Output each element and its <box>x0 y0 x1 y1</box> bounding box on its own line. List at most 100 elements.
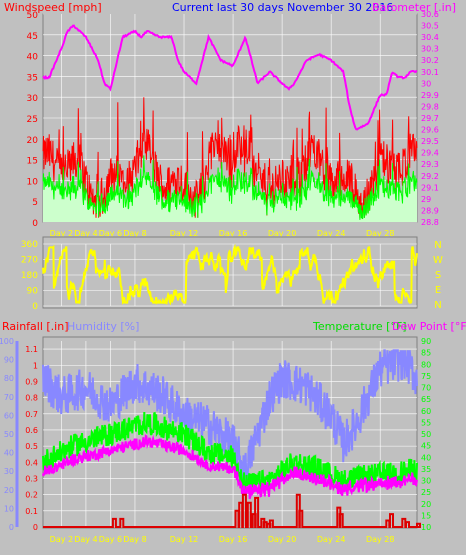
temp-tick-label: 50 <box>421 430 431 439</box>
humidity-tick-label: 30 <box>4 467 14 476</box>
temp-tick-label: 75 <box>421 372 431 381</box>
baro-tick-label: 29.3 <box>421 160 439 169</box>
direction-grid <box>43 243 417 307</box>
temp-tick-label: 40 <box>421 453 431 462</box>
wind-tick-label: 20 <box>27 136 39 146</box>
baro-tick-label: 28.8 <box>421 218 439 227</box>
humidity-tick-label: 80 <box>4 374 14 383</box>
rain-tick-label: 0 <box>33 523 38 532</box>
temp-tick-label: 20 <box>421 500 431 509</box>
humidity-tick-label: 70 <box>4 393 14 402</box>
compass-label: N <box>434 240 441 251</box>
rain-tick-label: 1.1 <box>25 345 38 354</box>
baro-tick-label: 28.9 <box>421 206 439 215</box>
humidity-tick-label: 0 <box>9 523 14 532</box>
x-tick-label: Day 12 <box>170 229 199 238</box>
rain-tick-label: 0.5 <box>25 442 38 451</box>
wind-tick-label: 0 <box>32 219 38 229</box>
baro-tick-label: 29.2 <box>421 172 439 181</box>
wind-tick-label: 40 <box>27 53 39 63</box>
dewpoint-series <box>42 434 418 500</box>
baro-tick-label: 29.6 <box>421 126 439 135</box>
wind-tick-label: 45 <box>27 32 38 42</box>
baro-tick-label: 30.1 <box>421 68 439 77</box>
barometer-axis-ticks: 28.8 28.9 29 29.1 29.2 29.3 29.4 29.5 29.6 29.7 29… <box>421 10 439 227</box>
baro-tick-label: 29 <box>421 195 431 204</box>
x-tick-label: Day 20 <box>268 229 297 238</box>
x-tick-label: Day 16 <box>219 229 248 238</box>
humidity-line <box>42 349 418 482</box>
baro-tick-label: 30.4 <box>421 33 439 42</box>
baro-tick-label: 29.9 <box>421 91 439 100</box>
wind-tick-label: 5 <box>32 198 38 208</box>
x-tick-label: Day 2 <box>50 229 73 238</box>
temp-tick-label: 35 <box>421 465 431 474</box>
baro-tick-label: 29.7 <box>421 114 439 123</box>
humidity-tick-label: 10 <box>4 504 14 513</box>
temp-tick-label: 45 <box>421 442 431 451</box>
dewpoint-line <box>42 434 418 500</box>
compass-label: W <box>433 255 443 266</box>
baro-tick-label: 30.5 <box>421 22 439 31</box>
rain-tick-label: 0.4 <box>25 458 38 467</box>
baro-tick-label: 30.6 <box>421 10 439 19</box>
wind-gust-line <box>42 155 418 220</box>
rainfall-line <box>43 493 421 528</box>
baro-tick-label: 29.4 <box>421 149 439 158</box>
temp-tick-label: 65 <box>421 395 431 404</box>
humidity-series <box>42 349 418 482</box>
x-tick-label: Day 24 <box>317 535 346 544</box>
temp-tick-label: 10 <box>421 523 431 532</box>
temp-tick-label: 85 <box>421 349 431 358</box>
rain-tick-label: 0.1 <box>25 507 38 516</box>
humidity-tick-label: 100 <box>0 337 14 346</box>
humidity-tick-label: 40 <box>4 449 14 458</box>
wind-tick-label: 50 <box>27 11 39 21</box>
barometer-axis-label: Barometer [.in] <box>372 1 456 14</box>
direction-tick-label: 270 <box>21 256 38 266</box>
direction-tick-label: 360 <box>21 240 38 250</box>
humidity-tick-label: 60 <box>4 411 14 420</box>
baro-tick-label: 29.8 <box>421 102 439 111</box>
compass-label: N <box>434 300 441 311</box>
baro-tick-label: 30 <box>421 79 431 88</box>
wind-axis-ticks: 0 5 10 15 20 25 30 35 40 45 50 <box>27 11 39 229</box>
humidity-tick-label: 50 <box>4 430 14 439</box>
rainfall-series <box>43 493 421 528</box>
temp-tick-label: 25 <box>421 488 431 497</box>
wind-tick-label: 30 <box>27 94 39 104</box>
x-tick-label: Day 12 <box>170 535 199 544</box>
wind-tick-label: 35 <box>27 73 38 83</box>
x-tick-label: Day 24 <box>317 229 346 238</box>
temp-tick-label: 80 <box>421 360 431 369</box>
rain-tick-label: 1 <box>33 361 38 370</box>
x-tick-label: Day 4 <box>74 229 97 238</box>
rainfall-axis-label: Rainfall [.in] <box>2 320 69 333</box>
rain-tick-label: 0.9 <box>25 377 38 386</box>
dewpoint-axis-label: Dew Point [°F] <box>392 320 466 333</box>
x-tick-label: Day 2 <box>50 535 73 544</box>
direction-axis-ticks: 0 90 180 270 360 <box>21 240 38 312</box>
x-tick-label: Day 4 <box>74 535 97 544</box>
rain-tick-label: 0.3 <box>25 474 38 483</box>
temp-tick-label: 55 <box>421 418 431 427</box>
rain-tick-label: 0.2 <box>25 491 38 500</box>
windspeed-axis-label: Windspeed [mph] <box>4 1 102 14</box>
x-tick-label: Day 28 <box>366 229 395 238</box>
compass-label: S <box>435 270 441 281</box>
wind-x-ticks: Day 2 Day 4 Day 6 Day 8 Day 12 Day 16 Day 20 Da… <box>50 229 395 238</box>
wind-series <box>42 97 418 222</box>
humidity-axis-label: Humidity [%] <box>67 320 139 333</box>
temperature-ticks: 10 15 20 25 30 35 40 45 50 55 60 65 70 75 80 85 90 <box>421 337 431 532</box>
compass-label: E <box>435 285 441 296</box>
x-tick-label: Day 20 <box>268 535 297 544</box>
x-tick-label: Day 16 <box>219 535 248 544</box>
wind-tick-label: 25 <box>27 115 38 125</box>
baro-tick-label: 30.3 <box>421 45 439 54</box>
wind-tick-label: 15 <box>27 157 38 167</box>
x-tick-label: Day 6 <box>99 535 122 544</box>
temp-tick-label: 70 <box>421 384 431 393</box>
barometer-line <box>42 24 418 131</box>
direction-tick-label: 90 <box>27 287 39 297</box>
